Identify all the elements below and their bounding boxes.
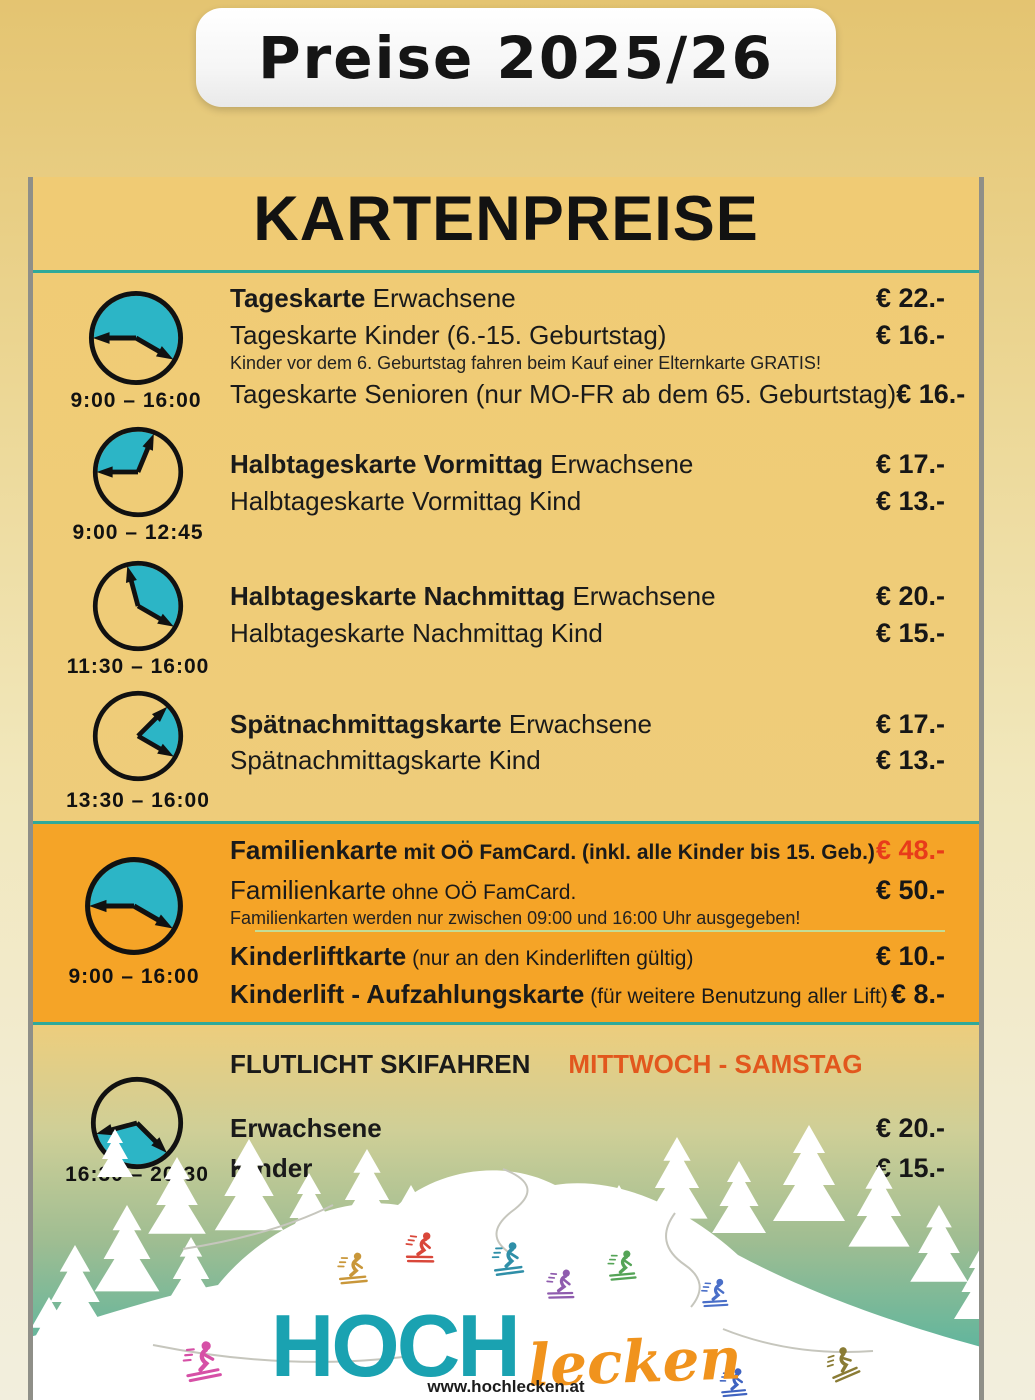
price-row: Tageskarte Kinder (6.-15. Geburtstag) € 1… [230,320,945,351]
ticket-price: € 13.- [875,745,945,775]
price-card: KARTENPREISE 9:00 – 16:00 Tageskarte Erwa… [28,177,984,1400]
ticket-label: Tageskarte Erwachsene [230,283,876,314]
ticket-label-part: Spätnachmittagskarte Kind [230,745,541,775]
page-title-text: Preise 2025/26 [258,23,774,92]
clock-icon [87,289,185,392]
family-section-highlight [33,824,979,1022]
time-range-label: 9:00 – 12:45 [72,521,204,544]
ticket-label-part: Tageskarte Kinder (6.-15. Geburtstag) [230,320,667,350]
ticket-price: € 17.- [875,709,945,739]
divider-top [33,270,979,273]
winter-scene [33,1125,979,1400]
price-row: Halbtageskarte Nachmittag Kind € 15.- [230,618,945,649]
ticket-label-part: Halbtageskarte Nachmittag [230,581,566,611]
divider-orange-bottom [33,1022,979,1025]
clock-icon [91,559,185,658]
ticket-label: Tageskarte Senioren (nur MO-FR ab dem 65… [230,379,896,410]
ticket-label: Halbtageskarte Vormittag Erwachsene [230,449,876,480]
logo-hoch-text: HOCH [270,1296,521,1395]
ticket-label-part: Erwachsene [365,283,516,313]
ticket-price: € 15.- [875,618,945,648]
ticket-label: Halbtageskarte Nachmittag Erwachsene [230,581,876,612]
ticket-label-part: Erwachsene [543,449,694,479]
time-range-label: 9:00 – 16:00 [70,389,202,412]
card-heading: KARTENPREISE [253,184,759,254]
ski-track-lines [152,1168,874,1363]
ticket-label: FLUTLICHT SKIFAHREN MITTWOCH - SAMSTAG [230,1049,945,1080]
ticket-label-part: Tageskarte Senioren (nur MO-FR ab dem 65… [230,379,897,409]
ticket-label: Spätnachmittagskarte Kind [230,745,876,776]
price-row: Spätnachmittagskarte Kind € 13.- [230,745,945,776]
ticket-price: € 22.- [875,283,945,313]
price-row: Spätnachmittagskarte Erwachsene € 17.- [230,709,945,740]
hochlecken-logo: HOCH lecken [33,1295,979,1400]
ticket-label-part: Spätnachmittagskarte [230,709,502,739]
ticket-price: € 17.- [875,449,945,479]
price-row: Halbtageskarte Nachmittag Erwachsene € 20… [230,581,945,612]
price-row: FLUTLICHT SKIFAHREN MITTWOCH - SAMSTAG [230,1049,945,1080]
time-range-label: 11:30 – 16:00 [66,655,210,678]
page-title: Preise 2025/26 [196,8,836,107]
ticket-label-part: Halbtageskarte Vormittag [230,449,544,479]
price-row: Halbtageskarte Vormittag Erwachsene € 17.… [230,449,945,480]
price-row: Halbtageskarte Vormittag Kind € 13.- [230,486,945,517]
clock-icon [91,425,185,524]
time-range-label: 13:30 – 16:00 [66,789,210,812]
ticket-label-part: Erwachsene [501,709,652,739]
ticket-label: Halbtageskarte Nachmittag Kind [230,618,876,649]
ticket-label-part: Halbtageskarte Vormittag Kind [230,486,582,516]
divider-orange-top [33,821,979,824]
ticket-price: € 20.- [875,581,945,611]
ticket-label: Tageskarte Kinder (6.-15. Geburtstag) [230,320,876,351]
snow-mountain-icon [33,1170,979,1400]
ticket-price: € 13.- [875,486,945,516]
website-link: www.hochlecken.at [427,1377,585,1396]
ticket-label-part: FLUTLICHT SKIFAHREN [230,1049,531,1079]
clock-icon [91,689,185,788]
ticket-label-part: Halbtageskarte Nachmittag Kind [230,618,603,648]
ticket-label: Spätnachmittagskarte Erwachsene [230,709,876,740]
note-row: Kinder vor dem 6. Geburtstag fahren beim… [230,353,821,373]
price-row: Tageskarte Erwachsene € 22.- [230,283,945,314]
ticket-label-part: Erwachsene [565,581,716,611]
ticket-label: Halbtageskarte Vormittag Kind [230,486,876,517]
weekday-badge: MITTWOCH - SAMSTAG [568,1049,863,1079]
price-row: Tageskarte Senioren (nur MO-FR ab dem 65… [230,379,965,410]
ticket-label-part: Tageskarte [230,283,366,313]
ticket-price: € 16.- [896,379,966,409]
ticket-price: € 16.- [875,320,945,350]
